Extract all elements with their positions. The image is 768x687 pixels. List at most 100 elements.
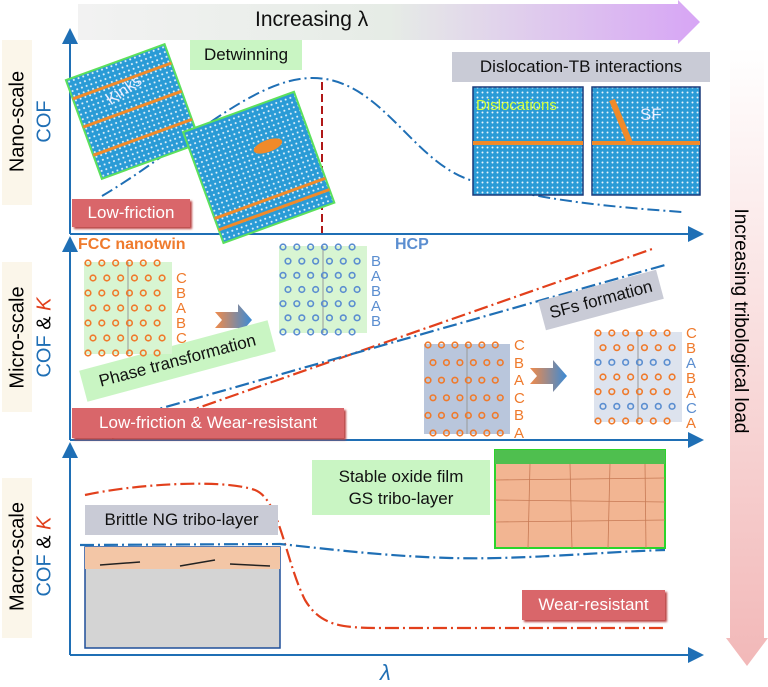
atom [353,285,361,294]
atom [469,394,477,402]
atom [130,334,139,342]
atom [451,376,459,384]
atom [103,304,111,312]
atom [144,274,152,282]
atom [654,344,662,352]
atom [594,388,602,396]
atom [654,402,662,410]
atom [599,373,607,381]
stacking-letter: C [686,325,697,342]
atom [348,243,356,251]
dislocation-md-image-2 [591,86,701,196]
stacking-letter: C [686,400,697,417]
low-friction-badge: Low-friction [72,199,190,227]
stacking-letter: B [371,283,382,301]
atom [320,271,329,279]
micro-cof-curve [119,263,666,422]
atom [456,359,464,367]
atom [663,329,671,337]
atom [668,402,676,410]
atom [279,243,287,251]
atom [339,314,347,322]
atom [84,259,92,267]
atom [627,373,635,381]
atom [84,349,92,357]
atom [437,341,446,349]
atom [284,285,292,294]
atom [353,257,361,265]
atom [279,300,287,308]
atom [153,259,161,267]
stacking-letter: A [371,268,382,286]
atom [640,402,649,410]
atom [442,429,451,437]
dislocations-label: Dislocations [476,97,557,114]
fcc-nanotwin-label: FCC nanotwin [78,236,186,253]
atom [307,271,315,279]
sf-formation-arrow [530,360,567,392]
macro-cof-curve [79,542,666,560]
wear-resistant-badge: Wear-resistant [522,590,665,620]
atom [339,285,347,294]
atom [635,358,644,366]
atom [429,359,437,367]
lattice-atoms [594,329,682,425]
atom [649,329,657,337]
atom [456,394,464,402]
atom [153,289,161,297]
atom [98,349,106,357]
atom [654,373,662,381]
atom [334,271,342,279]
atom [640,373,649,381]
atom [608,388,616,396]
stacking-letter: A [686,355,697,372]
stacking-letter: C [514,389,525,407]
atom [496,394,504,402]
atom [469,359,477,367]
atom [298,285,306,294]
gs-tribo-layer-image [494,449,666,549]
stacking-letter: A [686,385,697,402]
brittle-ng-label: Brittle NG tribo-layer [85,505,278,535]
atom [325,257,334,265]
atom [594,358,602,366]
atom [622,329,630,337]
atom [483,394,491,402]
axes [62,28,704,663]
atom [125,349,134,357]
atom [663,388,671,396]
atom [158,334,166,342]
atom [635,417,644,425]
stable-oxide-label: Stable oxide film GS tribo-layer [312,460,490,515]
atom [293,243,301,251]
dislocation-md-image-1 [472,86,584,196]
atom [139,349,147,357]
atom [334,300,342,308]
atom [98,259,106,267]
atom [130,304,139,312]
atom [89,334,97,342]
atom [608,329,616,337]
atom [635,329,644,337]
increasing-load-arrow [726,48,768,666]
atom [478,411,486,419]
atom [125,319,134,327]
atom [622,417,630,425]
atom [117,334,125,342]
stacking-letter: C [176,330,187,347]
atom [84,319,92,327]
atom [464,341,472,349]
atom [112,289,120,297]
atom [298,257,306,265]
atom [117,274,125,282]
atom [307,328,315,336]
atom [307,300,315,308]
atom [153,349,161,357]
atom [125,259,134,267]
atom [293,328,301,336]
stacking-letter: B [176,315,187,332]
